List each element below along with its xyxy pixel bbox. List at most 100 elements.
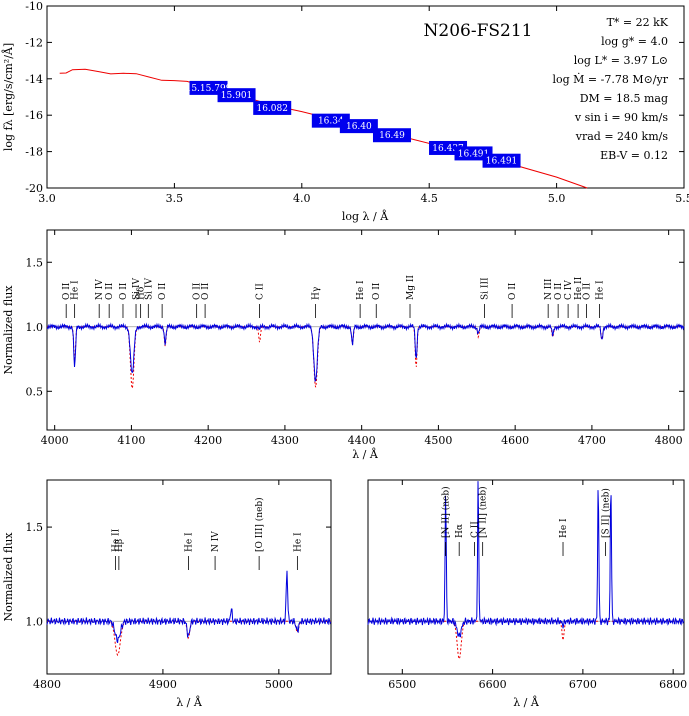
x-tick-label: 5000 — [265, 678, 293, 691]
param-line: EB-V = 0.12 — [600, 149, 668, 162]
photometry-label: 16.491 — [486, 157, 518, 167]
halpha-xlabel: λ / Å — [513, 695, 540, 709]
line-id-label: He I — [356, 280, 366, 300]
line-id-label: He I — [559, 518, 569, 538]
y-tick-label: -16 — [25, 109, 43, 122]
line-id-label: Hδ — [137, 287, 147, 300]
blue-ticks: 4000 4100 4200 4300 4400 4500 4600 4700 4800 0.5 1… — [26, 230, 684, 447]
line-id-label: O II — [554, 282, 564, 300]
line-id-label: He II — [111, 528, 121, 552]
blue-xlabel: λ / Å — [352, 447, 379, 461]
line-id-label: He I — [184, 532, 194, 552]
sed-model-line — [59, 68, 588, 189]
blue-spectrum-panel: 4000 4100 4200 4300 4400 4500 4600 4700 4800 0.5 1… — [2, 229, 685, 461]
sed-panel: 3.0 3.5 4.0 4.5 5.0 5.5 -10 -12 -14 -16 -18 -20 15.… — [1, 0, 689, 223]
photometry-box — [217, 88, 256, 103]
sed-curve — [59, 68, 588, 189]
y-tick-label: -12 — [25, 36, 43, 49]
blue-ylabel: Normalized flux — [2, 285, 15, 375]
sed-xlabel: log λ / Å — [342, 209, 389, 223]
x-tick-label: 4.0 — [293, 192, 311, 205]
y-tick-label: -18 — [25, 146, 43, 159]
observed-spectrum — [46, 570, 332, 643]
y-tick-label: -14 — [25, 73, 43, 86]
line-id-label: C II — [471, 521, 481, 538]
line-id-label: Mg II — [406, 275, 416, 300]
x-tick-label: 4400 — [348, 434, 376, 447]
observed-spectrum — [46, 322, 685, 382]
halpha-ticks: 6500 6600 6700 6800 — [388, 480, 687, 691]
photometry-box — [482, 153, 521, 168]
halpha-spectrum — [367, 481, 685, 661]
sed-params: T* = 22 kK log g* = 4.0 log L* = 3.97 L⊙ lo… — [552, 16, 668, 162]
x-tick-label: 4800 — [655, 434, 683, 447]
line-id-label: He II — [574, 276, 584, 300]
x-tick-label: 4.5 — [420, 192, 438, 205]
x-tick-label: 4800 — [33, 678, 61, 691]
photometry-label: 16.437 — [432, 144, 464, 154]
sed-ylabel: log fλ [erg/s/cm²/Å] — [1, 43, 15, 151]
line-id-label: O II — [583, 282, 593, 300]
x-tick-label: 5.0 — [548, 192, 566, 205]
sed-frame — [46, 5, 685, 189]
line-id-label: He I — [293, 532, 303, 552]
y-tick-label: 1.0 — [26, 321, 44, 334]
y-tick-label: -20 — [25, 182, 43, 195]
y-tick-label: 0.5 — [26, 385, 44, 398]
y-tick-label: 1.0 — [26, 615, 44, 628]
photometry-label: 15.15.799 — [186, 84, 232, 94]
hbeta-xlabel: λ / Å — [176, 695, 203, 709]
photometry-box — [372, 128, 411, 143]
photometry-label: 16.49 — [379, 131, 405, 141]
x-tick-label: 4300 — [271, 434, 299, 447]
hbeta-ylabel: Normalized flux — [2, 532, 15, 622]
x-tick-label: 4700 — [578, 434, 606, 447]
photometry-label: 16.082 — [256, 104, 288, 114]
param-line: vrad = 240 km/s — [575, 130, 669, 143]
param-line: T* = 22 kK — [607, 16, 669, 29]
line-id-label: N III — [544, 278, 554, 300]
line-id-label: [N II] (neb) — [441, 486, 452, 538]
line-id-label: [S II] (neb) — [600, 488, 611, 538]
x-tick-label: 6500 — [388, 678, 416, 691]
line-id-label: Hβ — [115, 539, 125, 552]
y-tick-label: 1.5 — [26, 521, 44, 534]
line-id-label: Hα — [455, 524, 465, 538]
line-id-label: Hγ — [312, 287, 322, 300]
halpha-line-ids: [N II] (neb) Hα C II[N II] (neb) He I [S II]… — [441, 486, 611, 556]
x-tick-label: 4500 — [424, 434, 452, 447]
line-id-label: O II — [62, 282, 72, 300]
y-tick-label: 1.5 — [26, 256, 44, 269]
line-id-label: He I — [71, 280, 81, 300]
x-tick-label: 6700 — [569, 678, 597, 691]
blue-frame — [46, 229, 685, 431]
y-tick-label: -10 — [25, 0, 43, 13]
model-spectrum — [368, 620, 684, 661]
halpha-panel: 6500 6600 6700 6800 [N II] (neb) Hα C II[N II… — [367, 479, 687, 709]
model-spectrum — [47, 620, 331, 656]
line-id-label: O II — [508, 282, 518, 300]
x-tick-label: 4600 — [501, 434, 529, 447]
line-id-label: He I — [596, 280, 606, 300]
hbeta-ticks: 4800 4900 5000 1.0 1.5 — [26, 480, 331, 691]
x-tick-label: 4000 — [41, 434, 69, 447]
photometry-box — [253, 100, 292, 115]
param-line: log L* = 3.97 L⊙ — [574, 54, 668, 67]
sed-ticks: 3.0 3.5 4.0 4.5 5.0 5.5 -10 -12 -14 -16 -18 -20 — [25, 0, 689, 205]
line-id-label: O II — [372, 282, 382, 300]
param-line: log Ṁ = -7.78 M⊙/yr — [552, 72, 668, 86]
x-tick-label: 3.0 — [38, 192, 56, 205]
line-id-label: O II — [119, 282, 129, 300]
x-tick-label: 4900 — [149, 678, 177, 691]
line-id-label: [N II] (neb) — [478, 486, 489, 538]
x-tick-label: 6800 — [659, 678, 687, 691]
line-id-label: [O III] (neb) — [254, 497, 265, 552]
x-tick-label: 5.5 — [675, 192, 689, 205]
photometry-label: 16.491 — [458, 149, 490, 159]
line-id-label: O II — [158, 282, 168, 300]
photometry-label: 16.40 — [346, 122, 372, 132]
